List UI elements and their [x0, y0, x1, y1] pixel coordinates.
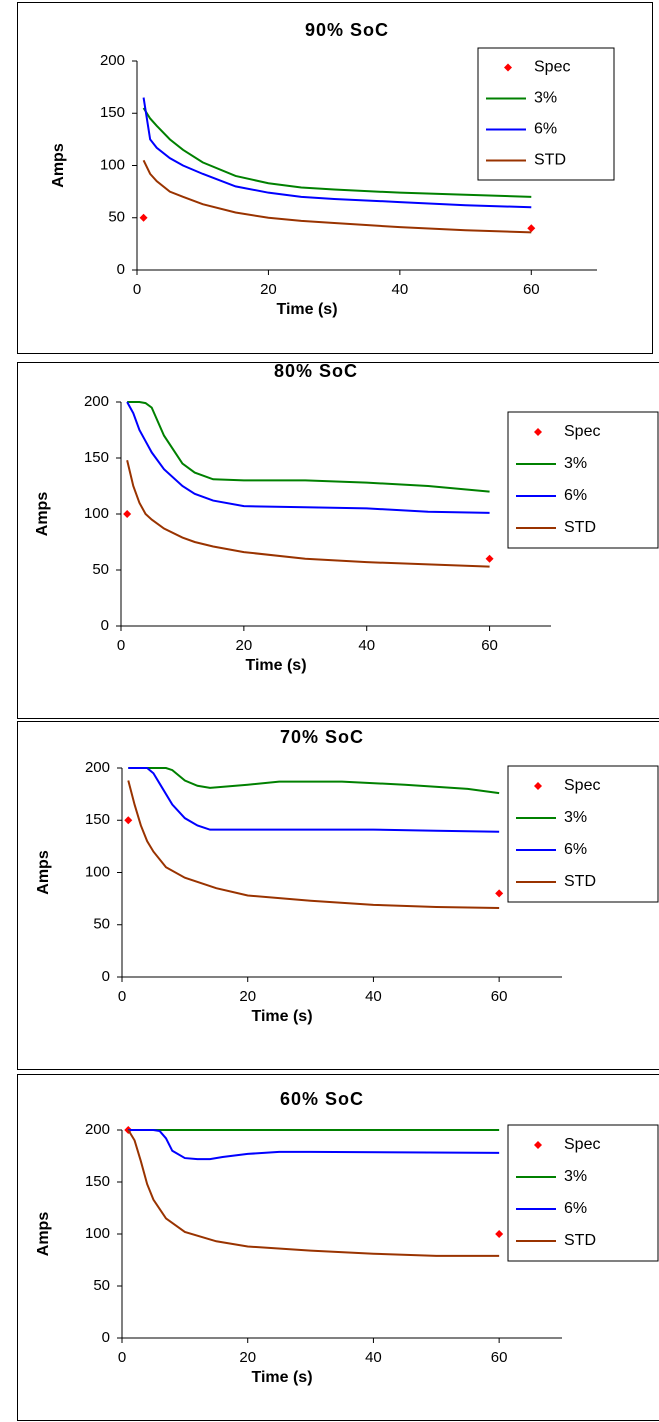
x-tick-label: 60 [481, 637, 498, 654]
series-line [127, 780, 500, 910]
series-line [127, 401, 490, 493]
legend-box [507, 765, 659, 903]
y-tick-label: 0 [102, 968, 110, 985]
panel-border [17, 2, 653, 354]
y-tick-label: 0 [117, 261, 125, 278]
y-axis-title: Amps [50, 143, 67, 188]
y-tick-label: 100 [84, 505, 109, 522]
legend-label: STD [564, 519, 596, 536]
y-tick-label: 200 [85, 759, 110, 776]
x-tick-label: 60 [491, 988, 508, 1005]
legend-label: Spec [564, 1136, 600, 1153]
chart-title: 60% SoC [280, 1089, 364, 1109]
y-tick-label: 50 [108, 209, 125, 226]
y-axis-title: Amps [34, 492, 51, 537]
legend-label: 3% [564, 809, 587, 826]
legend-box [477, 47, 615, 181]
y-tick-label: 200 [84, 393, 109, 410]
y-tick-label: 100 [85, 1225, 110, 1242]
x-tick-label: 20 [239, 1349, 256, 1366]
legend-label: Spec [564, 777, 600, 794]
legend-box [507, 1124, 659, 1262]
panel-border [17, 362, 659, 719]
legend-label: STD [564, 873, 596, 890]
x-tick-label: 20 [236, 637, 253, 654]
panel-border [17, 721, 659, 1070]
legend-label: 6% [564, 1200, 587, 1217]
x-tick-label: 0 [118, 1349, 126, 1366]
legend-marker [534, 1141, 542, 1149]
series-line [126, 460, 490, 568]
spec-point [124, 816, 133, 825]
series-line [128, 767, 500, 833]
x-tick-label: 60 [491, 1349, 508, 1366]
y-tick-label: 0 [102, 1329, 110, 1346]
legend-box [507, 411, 659, 549]
legend-label: 6% [564, 841, 587, 858]
y-tick-label: 50 [92, 561, 109, 578]
legend-marker [534, 428, 542, 436]
series-line [127, 1129, 500, 1257]
x-axis-title: Time (s) [245, 657, 306, 674]
x-tick-label: 0 [117, 637, 125, 654]
legend-label: Spec [564, 423, 600, 440]
y-tick-label: 50 [93, 916, 110, 933]
panel-border [17, 1074, 659, 1421]
spec-point [139, 213, 148, 222]
x-tick-label: 20 [260, 281, 277, 298]
y-tick-label: 100 [85, 863, 110, 880]
spec-point [527, 224, 536, 233]
y-tick-label: 200 [85, 1121, 110, 1138]
series-line [142, 107, 532, 198]
x-tick-label: 0 [118, 988, 126, 1005]
x-tick-label: 40 [365, 988, 382, 1005]
spec-point [485, 554, 494, 563]
x-axis-title: Time (s) [251, 1369, 312, 1386]
legend-marker [534, 782, 542, 790]
x-tick-label: 0 [133, 281, 141, 298]
y-tick-label: 150 [85, 1173, 110, 1190]
legend-label: 6% [564, 487, 587, 504]
x-tick-label: 40 [392, 281, 409, 298]
y-tick-label: 150 [84, 449, 109, 466]
chart-title: 80% SoC [274, 361, 358, 381]
y-tick-label: 150 [100, 104, 125, 121]
legend-label: 3% [564, 455, 587, 472]
x-axis-title: Time (s) [276, 301, 337, 318]
series-line [128, 1129, 500, 1161]
y-tick-label: 100 [100, 156, 125, 173]
y-tick-label: 150 [85, 811, 110, 828]
y-tick-label: 200 [100, 52, 125, 69]
series-line [142, 97, 532, 209]
x-tick-label: 20 [239, 988, 256, 1005]
legend-label: 3% [564, 1168, 587, 1185]
y-axis-title: Amps [35, 1212, 52, 1257]
chart-title: 90% SoC [305, 20, 389, 40]
y-tick-label: 0 [101, 617, 109, 634]
y-axis-title: Amps [35, 850, 52, 895]
legend-label: STD [564, 1232, 596, 1249]
chart-title: 70% SoC [280, 727, 364, 747]
y-tick-label: 50 [93, 1277, 110, 1294]
legend-label: STD [534, 152, 566, 169]
x-axis-title: Time (s) [251, 1008, 312, 1025]
series-line [142, 159, 532, 234]
legend-label: Spec [534, 59, 570, 76]
spec-point [495, 1230, 504, 1238]
series-line [128, 767, 500, 795]
x-tick-label: 40 [358, 637, 375, 654]
legend-label: 3% [534, 90, 557, 107]
x-tick-label: 40 [365, 1349, 382, 1366]
legend-label: 6% [534, 121, 557, 138]
spec-point [495, 889, 504, 898]
spec-point [123, 510, 132, 518]
series-line [126, 401, 490, 514]
x-tick-label: 60 [523, 281, 540, 298]
legend-marker [504, 63, 512, 72]
